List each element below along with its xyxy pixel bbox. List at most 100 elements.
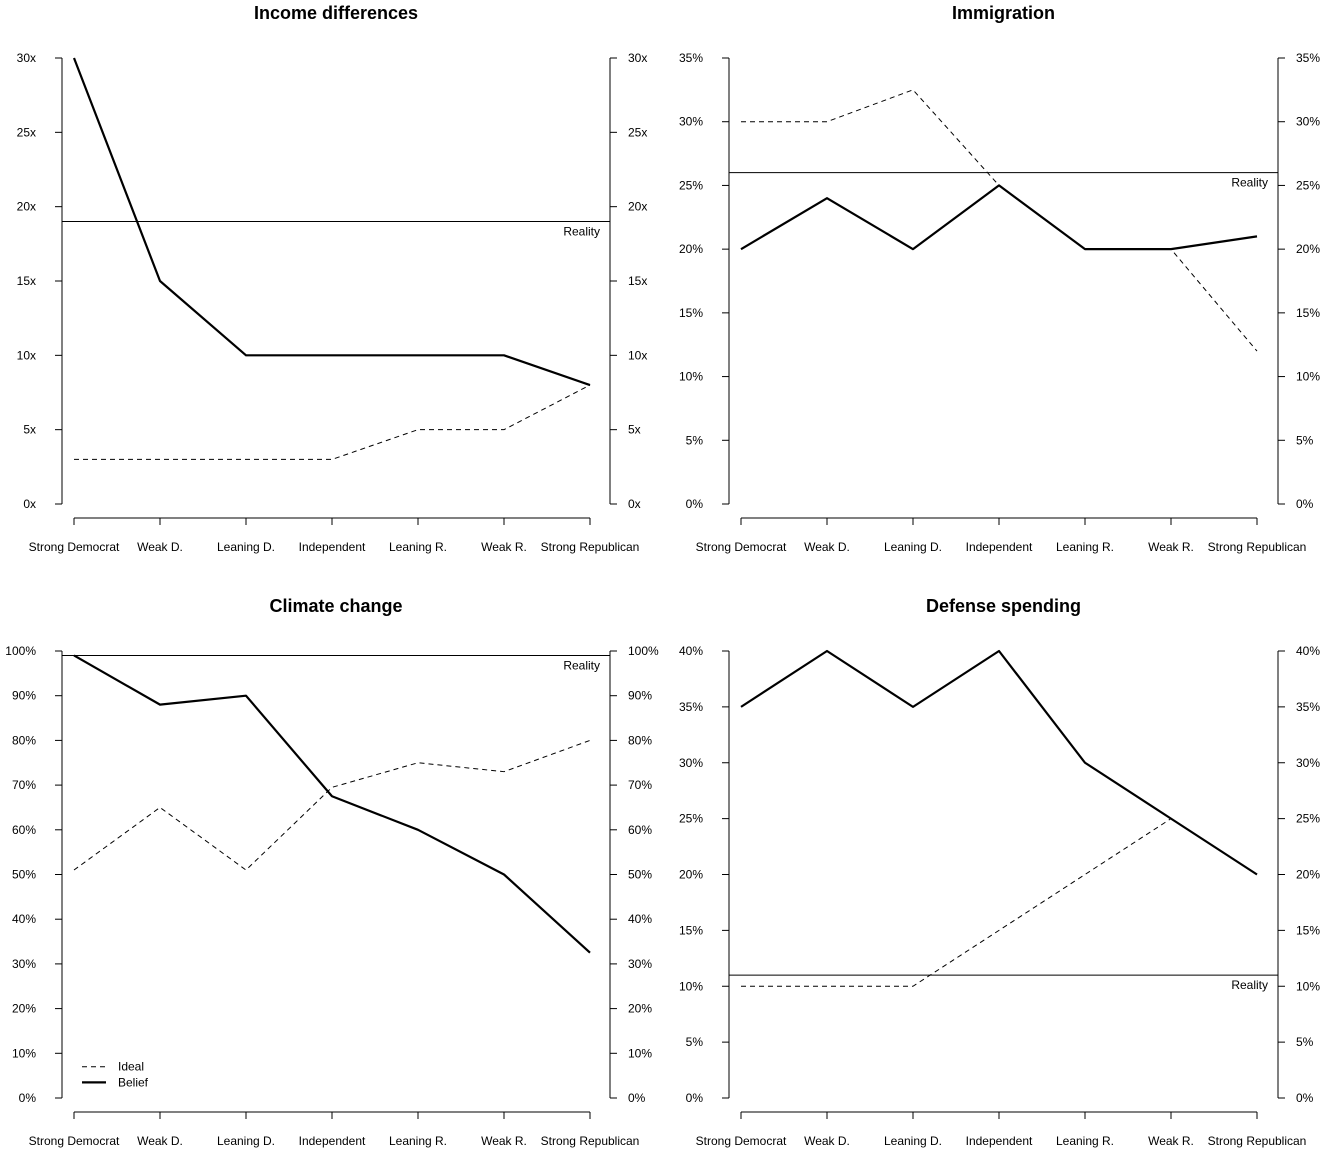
ideal-series-line	[74, 384, 591, 460]
y-tick-label-right: 100%	[628, 644, 659, 658]
belief-series-line	[72, 57, 591, 387]
x-tick-label: Strong Democrat	[29, 540, 120, 554]
y-tick-label-left: 15%	[679, 306, 703, 320]
y-tick-label-left: 60%	[12, 823, 36, 837]
reality-label: Reality	[1231, 176, 1268, 190]
y-tick-label-right: 20%	[1296, 242, 1320, 256]
y-tick-label-right: 10%	[1296, 370, 1320, 384]
y-tick-label-left: 35%	[679, 700, 703, 714]
y-tick-label-left: 0%	[686, 497, 704, 511]
y-tick-label-right: 40%	[628, 912, 652, 926]
y-tick-label-right: 10%	[628, 1046, 652, 1060]
y-tick-label-left: 30%	[12, 957, 36, 971]
y-tick-label-left: 5x	[23, 423, 36, 437]
chart-title: Defense spending	[926, 596, 1081, 616]
y-tick-label-left: 70%	[12, 778, 36, 792]
y-tick-label-right: 15%	[1296, 923, 1320, 937]
x-tick-label: Leaning D.	[217, 1134, 275, 1148]
y-tick-label-left: 15%	[679, 923, 703, 937]
y-tick-label-left: 80%	[12, 733, 36, 747]
chart-panel-1: Income differences 0x 0x 5x 5x 10x 10x 15x 15x 20…	[17, 3, 648, 554]
y-tick-label-left: 25x	[17, 125, 36, 139]
chart-panel-2: Immigration 0% 0% 5% 5% 10% 10% 15% 15% 20% 20% 25%…	[679, 3, 1320, 554]
x-tick-label: Independent	[299, 1134, 366, 1148]
y-tick-label-right: 10%	[1296, 979, 1320, 993]
ideal-series-line	[73, 739, 591, 871]
x-tick-label: Weak R.	[481, 540, 527, 554]
y-tick-label-left: 20%	[679, 868, 703, 882]
chart-panel-3: Climate change 0% 0% 10% 10% 20% 20% 30% 30% 40% 4…	[5, 596, 659, 1148]
y-tick-label-left: 10%	[679, 370, 703, 384]
belief-series-line	[740, 184, 1258, 251]
y-tick-label-right: 25%	[1296, 178, 1320, 192]
x-tick-label: Strong Democrat	[696, 1134, 787, 1148]
y-tick-label-right: 20%	[628, 1002, 652, 1016]
y-tick-label-left: 0%	[686, 1091, 704, 1105]
belief-series-line	[740, 649, 1258, 876]
x-tick-label: Weak R.	[481, 1134, 527, 1148]
y-tick-label-right: 5%	[1296, 1035, 1314, 1049]
y-tick-label-left: 10x	[17, 348, 36, 362]
x-tick-label: Leaning D.	[884, 1134, 942, 1148]
y-tick-label-right: 0%	[1296, 1091, 1314, 1105]
x-tick-label: Weak D.	[137, 1134, 183, 1148]
y-tick-label-left: 30%	[679, 756, 703, 770]
y-tick-label-right: 90%	[628, 689, 652, 703]
y-tick-label-right: 30%	[1296, 756, 1320, 770]
y-tick-label-left: 20%	[679, 242, 703, 256]
x-tick-label: Independent	[966, 540, 1033, 554]
y-tick-label-right: 70%	[628, 778, 652, 792]
y-tick-label-right: 35%	[1296, 51, 1320, 65]
x-tick-label: Leaning R.	[1056, 1134, 1114, 1148]
y-tick-label-right: 40%	[1296, 644, 1320, 658]
y-tick-label-right: 30x	[628, 51, 647, 65]
x-tick-label: Leaning D.	[217, 540, 275, 554]
chart-panel-4: Defense spending 0% 0% 5% 5% 10% 10% 15% 15% 20% 2…	[679, 596, 1320, 1148]
y-tick-label-left: 40%	[12, 912, 36, 926]
y-tick-label-right: 15%	[1296, 306, 1320, 320]
y-tick-label-left: 5%	[686, 433, 704, 447]
x-tick-label: Strong Republican	[1208, 540, 1307, 554]
x-tick-label: Weak D.	[804, 1134, 850, 1148]
y-tick-label-left: 0%	[19, 1091, 37, 1105]
y-tick-label-right: 15x	[628, 274, 647, 288]
legend-belief-label: Belief	[118, 1075, 149, 1089]
y-tick-label-right: 5%	[1296, 433, 1314, 447]
y-tick-label-right: 0x	[628, 497, 641, 511]
y-tick-label-right: 0%	[1296, 497, 1314, 511]
x-tick-label: Leaning R.	[1056, 540, 1114, 554]
y-tick-label-left: 40%	[679, 644, 703, 658]
belief-series-line	[73, 654, 591, 954]
y-tick-label-left: 50%	[12, 868, 36, 882]
y-tick-label-left: 10%	[679, 979, 703, 993]
y-tick-label-left: 35%	[679, 51, 703, 65]
y-tick-label-left: 90%	[12, 689, 36, 703]
y-tick-label-right: 50%	[628, 868, 652, 882]
x-tick-label: Weak R.	[1148, 540, 1194, 554]
x-tick-label: Leaning D.	[884, 540, 942, 554]
y-tick-label-right: 20%	[1296, 868, 1320, 882]
x-tick-label: Strong Republican	[541, 540, 640, 554]
x-tick-label: Weak R.	[1148, 1134, 1194, 1148]
x-tick-label: Strong Democrat	[29, 1134, 120, 1148]
y-tick-label-right: 25%	[1296, 812, 1320, 826]
y-tick-label-right: 35%	[1296, 700, 1320, 714]
y-tick-label-right: 0%	[628, 1091, 646, 1105]
y-tick-label-right: 5x	[628, 423, 641, 437]
y-tick-label-left: 25%	[679, 178, 703, 192]
y-tick-label-left: 100%	[5, 644, 36, 658]
x-tick-label: Strong Democrat	[696, 540, 787, 554]
ideal-series-line	[741, 89, 1258, 352]
y-tick-label-right: 10x	[628, 348, 647, 362]
reality-label: Reality	[563, 658, 600, 672]
y-tick-label-right: 20x	[628, 200, 647, 214]
legend-ideal-label: Ideal	[118, 1060, 144, 1074]
y-tick-label-left: 5%	[686, 1035, 704, 1049]
x-tick-label: Leaning R.	[389, 1134, 447, 1148]
y-tick-label-left: 30%	[679, 115, 703, 129]
y-tick-label-right: 80%	[628, 733, 652, 747]
y-tick-label-left: 15x	[17, 274, 36, 288]
x-tick-label: Weak D.	[804, 540, 850, 554]
